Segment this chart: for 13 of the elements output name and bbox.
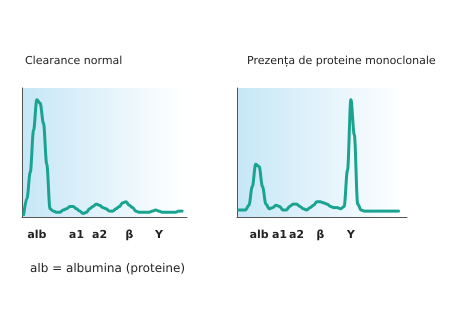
chart-title: Prezența de proteine monoclonale: [247, 54, 436, 67]
x-tick-label: β: [316, 228, 324, 241]
x-tick-label: a2: [92, 228, 108, 241]
x-tick-label: alb: [27, 228, 47, 241]
x-tick-label: a1: [68, 228, 84, 241]
x-tick-label: a2: [288, 228, 304, 241]
x-tick-label: a1: [272, 228, 288, 241]
text: alb = albumina (proteine): [30, 261, 186, 275]
x-tick-label: alb: [250, 228, 269, 241]
chart-title: Clearance normal: [25, 54, 122, 67]
x-tick-label: Y: [154, 228, 164, 241]
x-tick-label: β: [125, 228, 134, 241]
x-tick-label: Y: [346, 228, 356, 241]
